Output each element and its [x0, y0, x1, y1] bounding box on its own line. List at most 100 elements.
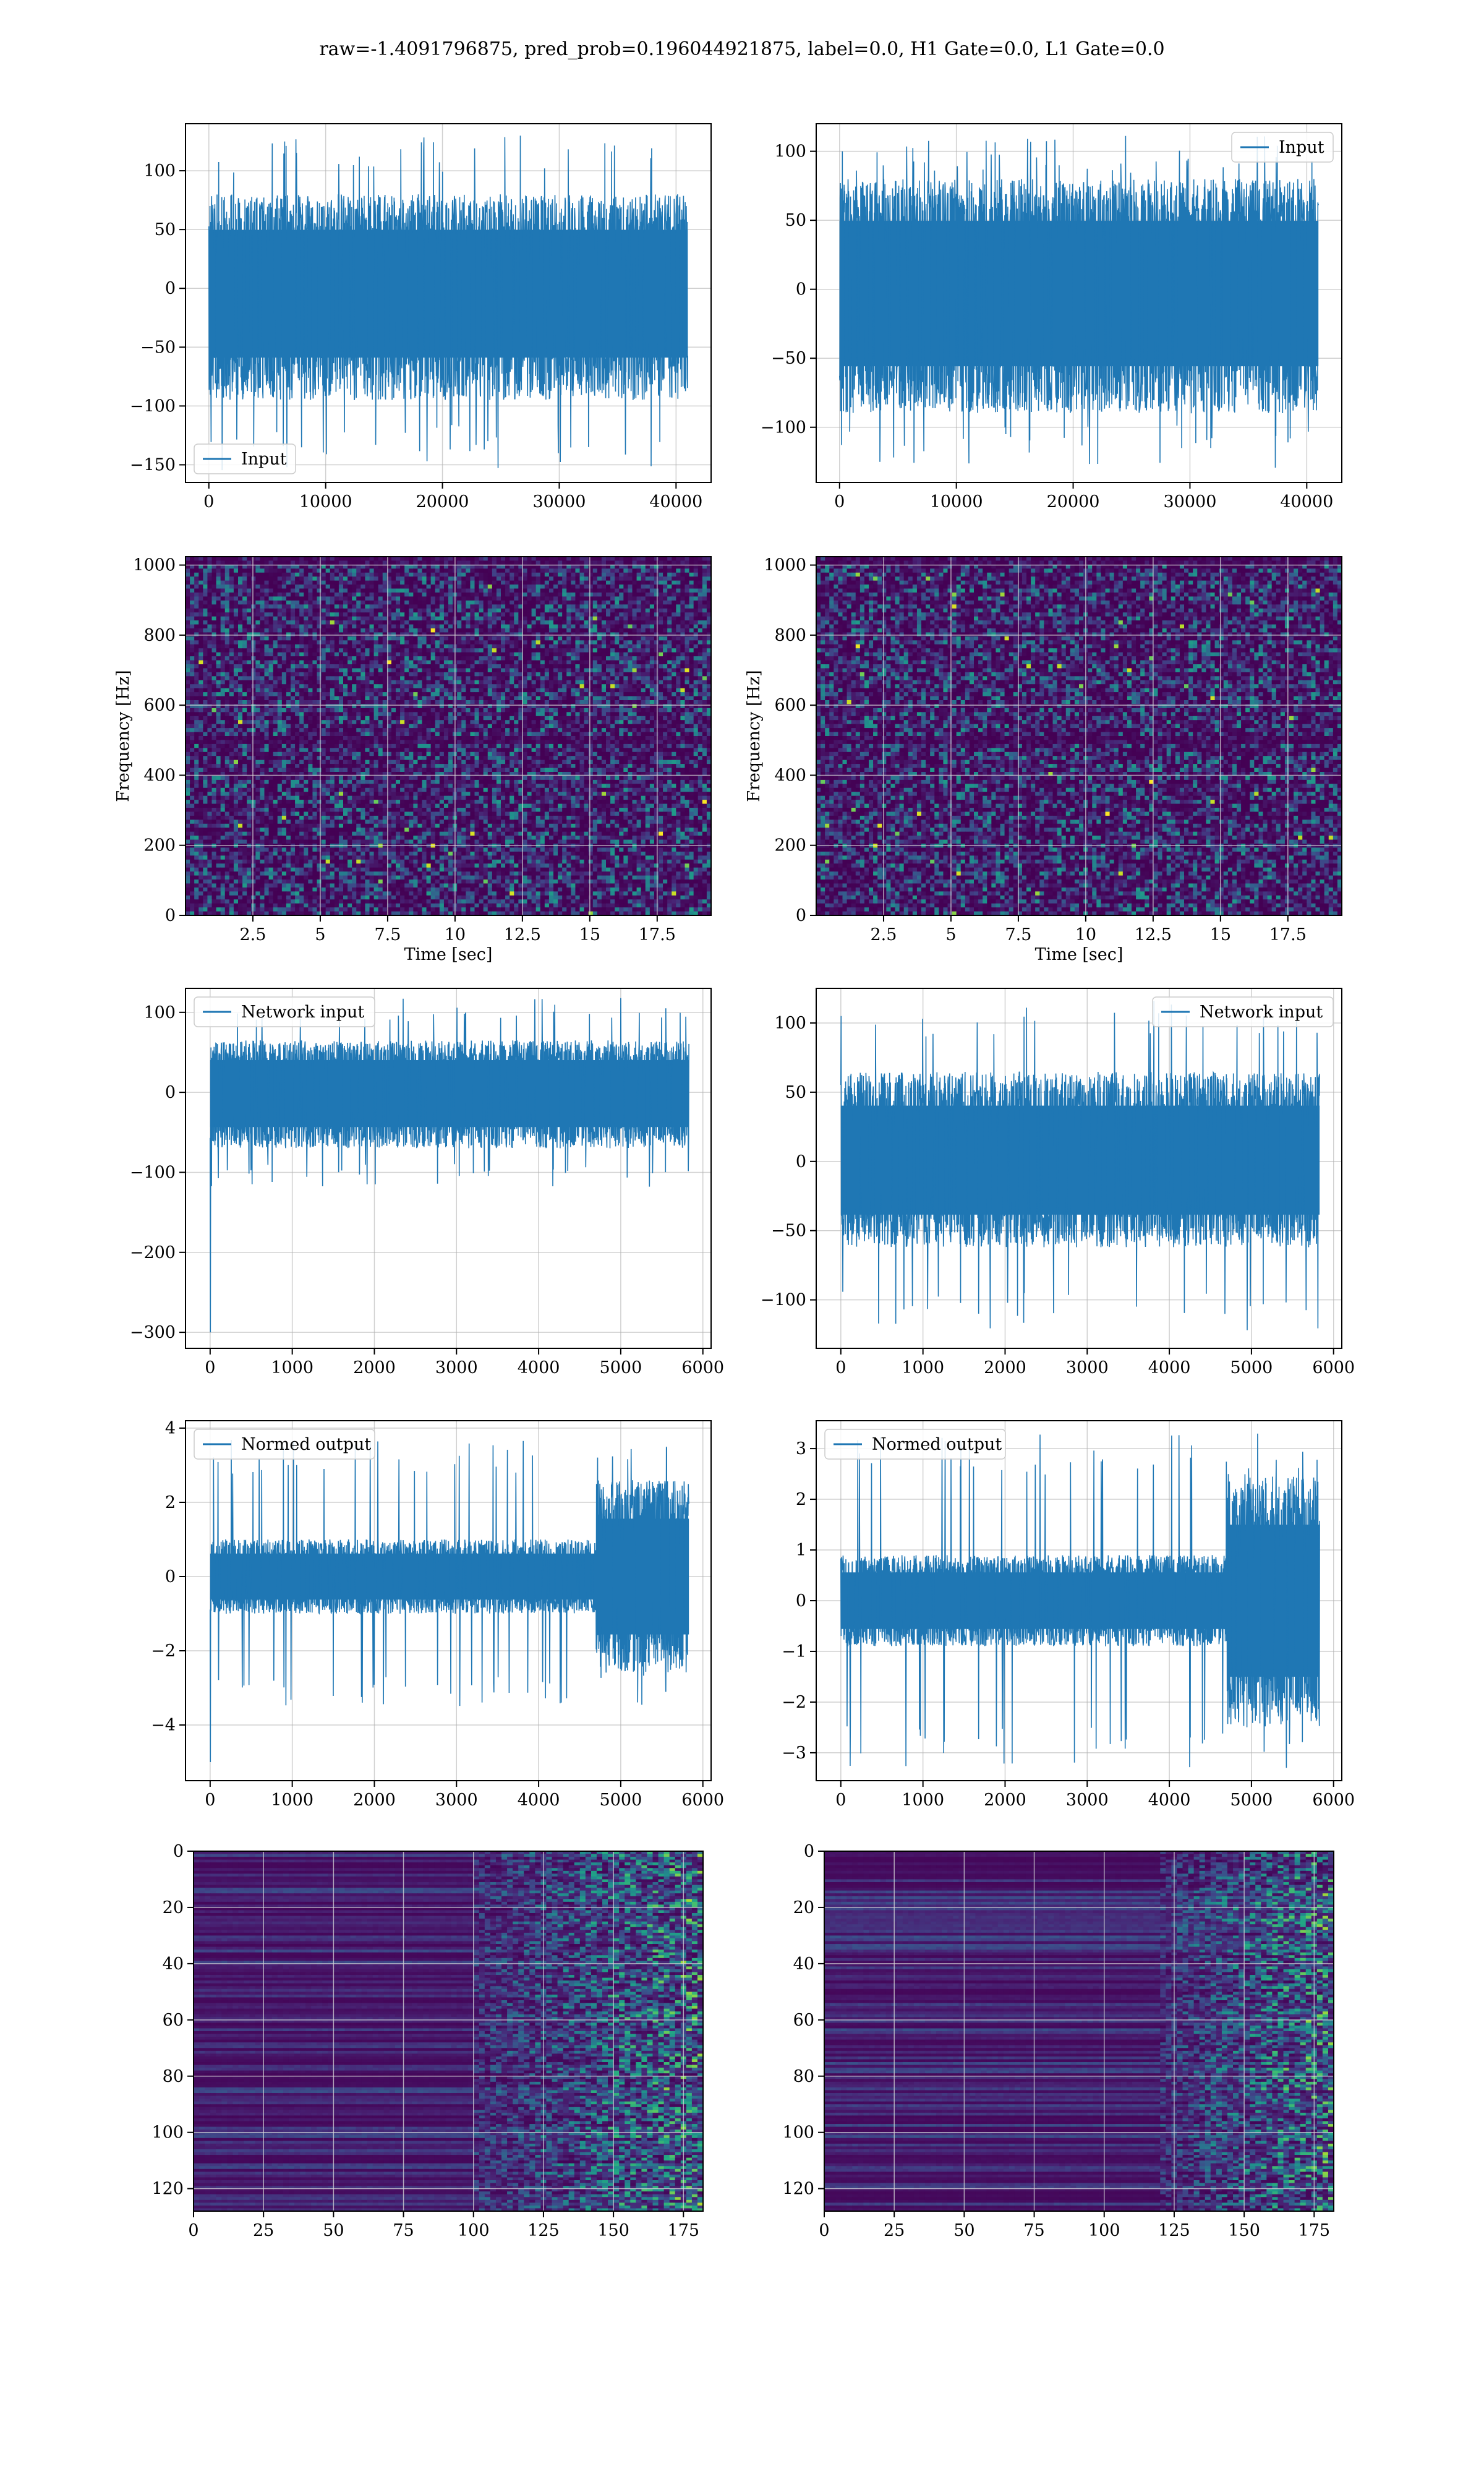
spec-h1-cell — [378, 593, 383, 597]
spec-h1-cell — [680, 576, 685, 581]
spec-h1-cell — [501, 636, 506, 641]
spec-h1-cell — [545, 612, 550, 617]
spec-h1-cell — [356, 628, 361, 633]
spec-h1-cell — [360, 612, 365, 617]
spec-h1-cell — [291, 708, 296, 713]
spec-h1-cell — [203, 625, 208, 629]
spec-h1-cell — [360, 644, 365, 649]
spec-h1-cell — [391, 668, 396, 672]
spec-h1-cell — [659, 656, 663, 661]
spec-h1-cell — [234, 644, 239, 649]
spec-h1-cell — [322, 589, 326, 593]
spec-h1-cell — [685, 573, 690, 577]
spec-h1-cell — [343, 708, 348, 713]
spec-h1-cell — [667, 653, 672, 657]
spec-h1-cell — [335, 648, 339, 653]
spec-h1-cell — [510, 625, 514, 629]
spec-h1-cell — [659, 576, 663, 581]
spec-h1-cell — [348, 573, 352, 577]
spec-h1-cell — [475, 676, 480, 680]
spec-h1-cell — [295, 644, 300, 649]
spec-h1-cell — [247, 636, 252, 641]
spec-h1-cell — [413, 700, 418, 704]
spec-h1-cell — [260, 560, 265, 565]
spec-h1-cell — [374, 712, 379, 716]
spec-h1-cell — [378, 648, 383, 653]
spec-h1-cell — [427, 676, 432, 680]
spec-h1-cell — [308, 573, 313, 577]
spec-h1-cell — [532, 656, 537, 661]
spec-h1-cell — [383, 573, 388, 577]
spec-h1-cell — [335, 696, 339, 701]
spec-h1-cell — [247, 668, 252, 672]
spec-h1-cell — [304, 664, 309, 669]
spec-h1-cell — [505, 668, 510, 672]
spec-h1-cell — [378, 612, 383, 617]
spec-h1-cell — [273, 692, 278, 696]
spec-h1-cell — [435, 584, 440, 589]
spec-h1-cell — [689, 593, 694, 597]
spec-h1-cell — [273, 609, 278, 613]
spec-h1-cell — [702, 581, 707, 585]
spec-h1-cell — [637, 684, 642, 688]
spec-h1-cell — [461, 589, 466, 593]
ts-input-l1-xtick-label-1: 10000 — [930, 492, 983, 511]
spec-h1-cell — [615, 636, 620, 641]
spec-h1-cell — [527, 581, 532, 585]
spec-h1-cell — [597, 604, 602, 609]
spec-h1-cell — [549, 604, 554, 609]
spec-h1-cell — [522, 589, 527, 593]
spec-h1-cell — [255, 625, 260, 629]
spec-h1-cell — [633, 612, 638, 617]
spec-h1-cell — [702, 568, 707, 573]
spec-h1-cell — [694, 628, 699, 633]
spec-h1-cell — [466, 708, 471, 713]
spec-h1-cell — [637, 716, 642, 721]
spec-h1-cell — [269, 640, 274, 644]
spec-h1-cell — [641, 593, 646, 597]
spec-h1-cell — [702, 557, 707, 561]
spec-h1-cell — [225, 628, 230, 633]
spec-h1-cell — [312, 692, 317, 696]
spec-h1-cell — [312, 672, 317, 677]
spec-h1-cell — [694, 573, 699, 577]
spec-h1-cell — [606, 708, 611, 713]
spec-h1-cell — [514, 680, 519, 685]
spec-h1-cell — [540, 576, 545, 581]
spec-h1-cell — [580, 620, 585, 625]
spec-h1-cell — [365, 584, 370, 589]
spec-h1-cell — [466, 664, 471, 669]
spec-h1-cell — [317, 700, 322, 704]
spec-h1-cell — [558, 692, 563, 696]
spec-h1-cell — [527, 668, 532, 672]
spec-h1-cell — [352, 716, 357, 721]
spec-h1-cell — [628, 589, 633, 593]
spec-h1-cell — [212, 664, 217, 669]
spec-h1-cell — [404, 568, 409, 573]
spec-h1-cell — [457, 656, 462, 661]
spec-h1-cell — [440, 661, 445, 665]
spec-h1-cell — [251, 628, 256, 633]
spec-h1-cell — [435, 664, 440, 669]
spec-h1-cell — [229, 712, 234, 716]
spec-h1-cell — [378, 712, 383, 716]
spec-h1-cell — [575, 620, 580, 625]
spec-h1-cell — [654, 696, 659, 701]
spec-h1-cell — [312, 601, 317, 605]
spec-h1-cell — [571, 653, 576, 657]
spec-h1-cell — [330, 632, 335, 636]
spec-h1-cell — [247, 696, 252, 701]
spec-h1-cell — [562, 676, 567, 680]
spec-h1-cell — [615, 692, 620, 696]
spec-h1-cell — [335, 573, 339, 577]
spec-h1-cell — [694, 653, 699, 657]
spec-h1-cell — [409, 696, 414, 701]
spec-h1-cell — [689, 568, 694, 573]
spec-h1-cell — [330, 653, 335, 657]
spec-h1-cell — [282, 700, 287, 704]
spec-h1-cell — [575, 596, 580, 601]
spec-h1-cell — [514, 688, 519, 693]
spec-h1-cell — [676, 576, 681, 581]
spec-h1-cell — [698, 581, 703, 585]
